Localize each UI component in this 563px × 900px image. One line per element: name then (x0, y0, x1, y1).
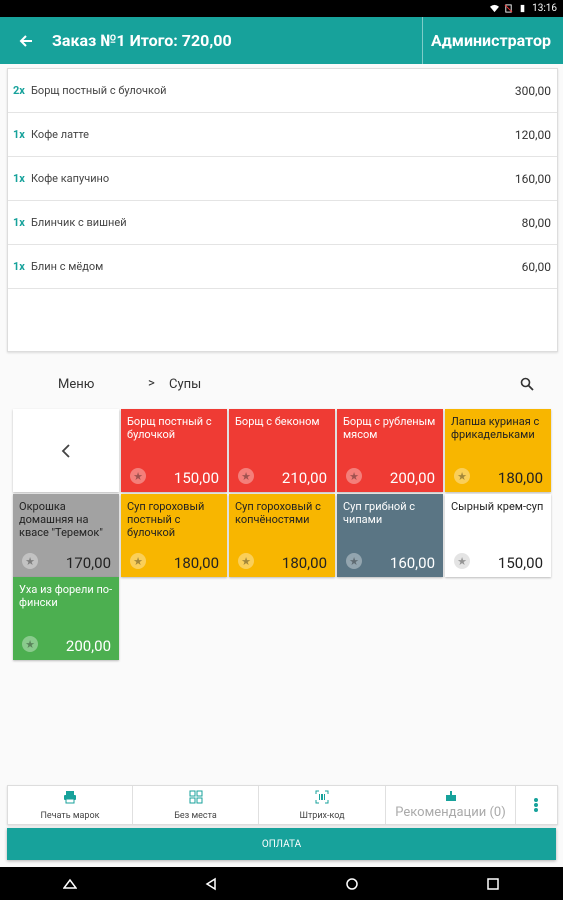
recommendations-button[interactable]: Рекомендации (0) (386, 786, 516, 824)
recommendations-label: Рекомендации (0) (395, 804, 506, 820)
star-icon[interactable]: ★ (22, 636, 38, 652)
menu-tile[interactable]: Окрошка домашняя на квасе "Теремок" ★ 17… (13, 494, 119, 577)
breadcrumb: Меню > Супы (0, 373, 563, 397)
menu-tile-price: 200,00 (389, 469, 435, 487)
status-bar: 13:16 (0, 0, 563, 17)
no-place-label: Без места (174, 811, 217, 821)
order-price: 160,00 (514, 171, 551, 186)
order-name: Блин с мёдом (31, 260, 104, 273)
print-labels-button[interactable]: Печать марок (8, 786, 133, 824)
star-icon[interactable]: ★ (238, 468, 254, 484)
order-qty: 2x (13, 84, 25, 97)
more-menu-button[interactable] (516, 786, 556, 824)
battery-icon (520, 4, 525, 13)
back-button[interactable] (0, 17, 52, 64)
star-icon[interactable]: ★ (238, 553, 254, 569)
star-icon[interactable]: ★ (454, 468, 470, 484)
star-icon[interactable]: ★ (22, 553, 38, 569)
home-circle-icon[interactable] (345, 877, 359, 891)
order-row[interactable]: 1x Кофе капучино 160,00 (8, 157, 557, 201)
menu-tile-name: Уха из форели по-фински (19, 583, 113, 609)
recents-caret-icon[interactable] (63, 877, 78, 891)
barcode-button[interactable]: Штрих-код (259, 786, 386, 824)
menu-tile-price: 150,00 (497, 554, 543, 572)
cake-icon (445, 791, 456, 801)
menu-tile[interactable]: Суп гороховый постный с булочкой ★ 180,0… (121, 494, 227, 577)
no-sim-icon (504, 4, 513, 13)
menu-tile-name: Лапша куриная с фрикадельками (451, 415, 540, 441)
menu-tile-name: Борщ с беконом (235, 415, 320, 428)
menu-tile-price: 180,00 (173, 554, 219, 572)
order-price: 60,00 (521, 259, 551, 274)
menu-tile-name: Борщ с рубленым мясом (343, 415, 436, 441)
menu-tile[interactable]: Лапша куриная с фрикадельками ★ 180,00 (445, 409, 551, 492)
print-labels-label: Печать марок (40, 811, 100, 821)
menu-tile-price: 170,00 (65, 554, 111, 572)
overview-square-icon[interactable] (486, 877, 500, 891)
menu-tile[interactable]: Борщ с рубленым мясом ★ 200,00 (337, 409, 443, 492)
menu-tile-price: 200,00 (65, 637, 111, 655)
menu-tile-price: 150,00 (173, 469, 219, 487)
order-price: 300,00 (514, 83, 551, 98)
order-qty: 1x (13, 128, 25, 141)
no-place-button[interactable]: Без места (133, 786, 259, 824)
back-triangle-icon[interactable] (204, 877, 218, 891)
search-icon[interactable] (520, 377, 534, 391)
barcode-icon (315, 790, 329, 804)
menu-tile[interactable]: Борщ постный с булочкой ★ 150,00 (121, 409, 227, 492)
menu-tile-price: 160,00 (389, 554, 435, 572)
wifi-icon (490, 4, 500, 13)
chevron-left-icon (61, 443, 70, 458)
menu-tile-name: Сырный крем-суп (451, 500, 544, 513)
status-time: 13:16 (532, 3, 557, 14)
order-qty: 1x (13, 260, 25, 273)
order-row[interactable]: 2x Борщ постный с булочкой 300,00 (8, 69, 557, 113)
menu-tile-price: 180,00 (497, 469, 543, 487)
printer-icon (64, 791, 76, 804)
menu-tile-name: Окрошка домашняя на квасе "Теремок" (19, 500, 103, 538)
more-vert-icon (534, 797, 538, 813)
breadcrumb-separator: > (148, 376, 155, 391)
menu-tile[interactable]: Суп гороховый с копчёностями ★ 180,00 (229, 494, 335, 577)
grid-icon (189, 790, 202, 804)
menu-tile[interactable]: Уха из форели по-фински ★ 200,00 (13, 577, 119, 660)
order-row[interactable]: 1x Кофе латте 120,00 (8, 113, 557, 157)
system-nav-bar (0, 867, 563, 900)
order-qty: 1x (13, 172, 25, 185)
star-icon[interactable]: ★ (130, 468, 146, 484)
page-title: Заказ №1 Итого: 720,00 (52, 31, 232, 50)
order-list: 2x Борщ постный с булочкой 300,00 1x Коф… (7, 68, 558, 352)
menu-tile-name: Суп грибной с чипами (343, 500, 416, 526)
star-icon[interactable]: ★ (346, 553, 362, 569)
order-row[interactable]: 1x Блинчик с вишней 80,00 (8, 201, 557, 245)
star-icon[interactable]: ★ (454, 553, 470, 569)
order-name: Кофе латте (31, 128, 89, 141)
breadcrumb-current: Супы (169, 377, 202, 392)
order-name: Борщ постный с булочкой (31, 84, 167, 97)
menu-tile[interactable]: Суп грибной с чипами ★ 160,00 (337, 494, 443, 577)
menu-tile-price: 180,00 (281, 554, 327, 572)
star-icon[interactable]: ★ (130, 553, 146, 569)
star-icon[interactable]: ★ (346, 468, 362, 484)
admin-button[interactable]: Администратор (422, 17, 563, 64)
app-bar: Заказ №1 Итого: 720,00 Администратор (0, 17, 563, 64)
order-qty: 1x (13, 216, 25, 229)
arrow-left-icon (19, 34, 32, 47)
menu-tile[interactable]: Сырный крем-суп ★ 150,00 (445, 494, 551, 577)
order-name: Кофе капучино (31, 172, 110, 185)
order-name: Блинчик с вишней (31, 216, 127, 229)
menu-tile-name: Борщ постный с булочкой (127, 415, 212, 441)
menu-tile[interactable]: Борщ с беконом ★ 210,00 (229, 409, 335, 492)
menu-tile-price: 210,00 (281, 469, 327, 487)
order-row[interactable]: 1x Блин с мёдом 60,00 (8, 245, 557, 289)
menu-tile-name: Суп гороховый с копчёностями (235, 500, 321, 526)
category-back-tile[interactable] (13, 409, 119, 492)
barcode-label: Штрих-код (299, 811, 345, 821)
pay-button[interactable]: ОПЛАТА (7, 828, 556, 860)
bottom-action-bar: Печать марок Без места Штрих-код Рекомен… (7, 785, 558, 825)
order-price: 80,00 (521, 215, 551, 230)
breadcrumb-menu[interactable]: Меню (58, 377, 95, 392)
menu-tile-name: Суп гороховый постный с булочкой (127, 500, 205, 538)
order-price: 120,00 (514, 127, 551, 142)
